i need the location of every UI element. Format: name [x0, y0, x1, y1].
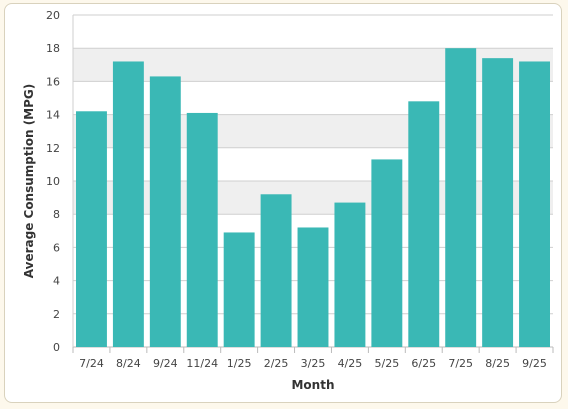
x-tick-label: 9/25 — [522, 357, 547, 370]
y-tick-label: 12 — [46, 142, 60, 155]
bars — [76, 48, 550, 348]
y-tick-label: 6 — [53, 241, 60, 254]
bar[interactable] — [112, 61, 144, 347]
y-tick-label: 10 — [46, 175, 60, 188]
grid-band — [73, 181, 553, 215]
y-tick-label: 16 — [46, 75, 60, 88]
x-tick-label: 7/24 — [79, 357, 104, 370]
y-tick-label: 14 — [46, 109, 60, 122]
y-tick-label: 4 — [53, 275, 60, 288]
bar[interactable] — [482, 58, 514, 347]
y-tick-label: 8 — [53, 208, 60, 221]
bar[interactable] — [371, 159, 403, 347]
x-tick-label: 4/25 — [338, 357, 363, 370]
x-tick-label: 8/24 — [116, 357, 141, 370]
x-tick-label: 2/25 — [264, 357, 289, 370]
y-axis-title: Average Consumption (MPG) — [22, 84, 36, 278]
y-tick-labels: 0 2 4 6 8 10 12 14 16 18 20 — [46, 9, 60, 354]
grid-band — [73, 114, 553, 148]
alternating-bands — [73, 48, 553, 215]
x-tick-label: 6/25 — [411, 357, 436, 370]
x-tick-label: 9/24 — [153, 357, 178, 370]
bar[interactable] — [186, 112, 218, 347]
y-tick-label: 20 — [46, 9, 60, 22]
bar[interactable] — [519, 61, 550, 347]
x-tick-label: 8/25 — [485, 357, 510, 370]
x-tick-label: 5/25 — [374, 357, 399, 370]
x-tick-labels: 7/24 8/24 9/24 11/24 1/25 2/25 3/25 4/25 5/25 6/2… — [72, 347, 554, 370]
x-tick-label: 1/25 — [227, 357, 252, 370]
bar[interactable] — [149, 76, 181, 348]
x-axis-title: Month — [291, 378, 334, 392]
y-tick-label: 2 — [53, 308, 60, 321]
x-tick-label: 7/25 — [448, 357, 473, 370]
bar[interactable] — [76, 111, 107, 347]
x-tick-label: 11/24 — [186, 357, 218, 370]
y-tick-label: 18 — [46, 42, 60, 55]
x-tick-label: 3/25 — [301, 357, 326, 370]
bar[interactable] — [445, 48, 477, 347]
y-tick-label: 0 — [53, 341, 60, 354]
grid-band — [73, 48, 553, 82]
bar[interactable] — [297, 227, 329, 347]
bar[interactable] — [334, 202, 366, 347]
bar[interactable] — [408, 101, 440, 347]
bar[interactable] — [223, 232, 255, 347]
bar[interactable] — [260, 194, 292, 347]
